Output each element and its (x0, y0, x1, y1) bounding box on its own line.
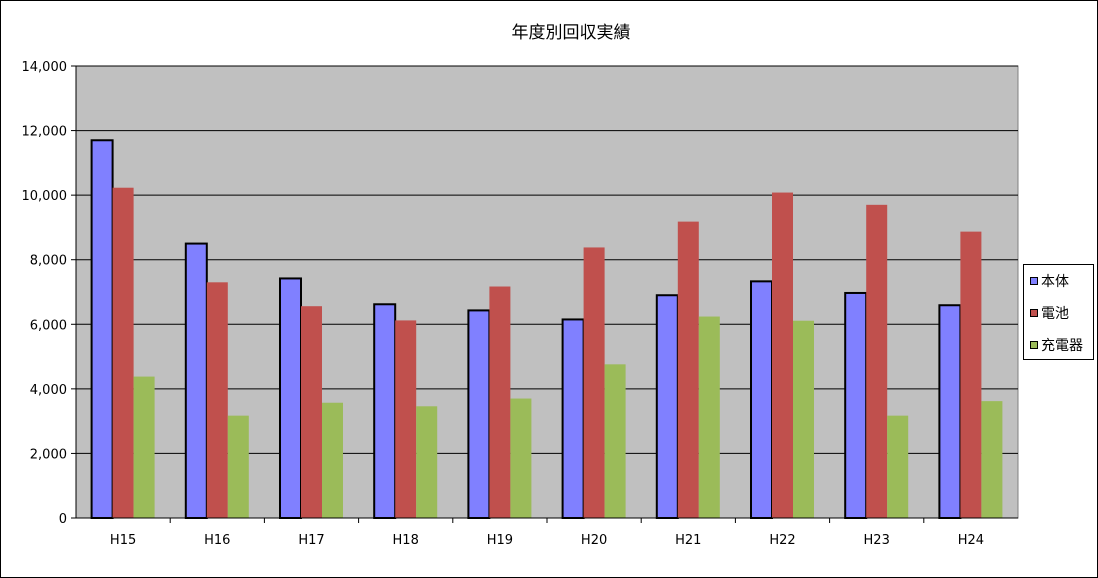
legend-label: 本体 (1041, 274, 1069, 290)
bar-H23-充電器 (887, 415, 909, 518)
x-tick-label: H22 (769, 533, 795, 548)
y-tick-label: 8,000 (30, 254, 67, 269)
legend-item-honntai: 本体 (1030, 271, 1069, 291)
legend-swatch (1030, 277, 1038, 285)
legend-swatch (1030, 309, 1038, 317)
y-tick-label: 2,000 (30, 447, 67, 462)
bar-H24-充電器 (981, 401, 1003, 518)
y-tick-label: 10,000 (22, 189, 68, 204)
bar-H20-電池 (583, 247, 605, 518)
bar-H24-本体 (938, 304, 962, 520)
y-tick-label: 14,000 (22, 60, 68, 75)
x-tick-label: H18 (393, 533, 419, 548)
x-tick-label: H16 (204, 533, 230, 548)
bar-H16-本体 (184, 242, 208, 519)
bar-H24-電池 (960, 231, 982, 518)
bar-H15-本体 (90, 139, 114, 519)
bar-H20-充電器 (604, 364, 626, 518)
y-tick-label: 6,000 (30, 318, 67, 333)
legend-label: 電池 (1041, 306, 1069, 322)
bar-H19-電池 (489, 286, 511, 518)
bar-H22-本体 (750, 280, 773, 519)
bar-H18-本体 (373, 303, 397, 520)
chart-title: 年度別回収実績 (512, 23, 631, 43)
x-axis: H15 H16 H17 H18 H19 H20 H21 H22 H23 H24 (76, 517, 1018, 548)
legend-label: 充電器 (1041, 338, 1083, 354)
x-tick-label: H21 (675, 533, 701, 548)
bar-H17-本体 (279, 277, 302, 519)
x-tick-label: H15 (110, 533, 136, 548)
bar-H22-電池 (772, 192, 793, 518)
bar-H16-充電器 (227, 415, 249, 518)
bar-H17-電池 (301, 306, 322, 518)
bar-H18-電池 (395, 320, 417, 518)
bar-H15-充電器 (133, 376, 155, 518)
x-tick-label: H20 (581, 533, 607, 548)
bar-H21-電池 (677, 221, 699, 519)
legend: 本体 電池 充電器 (1023, 264, 1094, 360)
bar-H19-本体 (467, 309, 491, 519)
x-tick-label: H19 (487, 533, 513, 548)
bar-H19-充電器 (510, 398, 532, 518)
y-tick-label: 4,000 (30, 383, 67, 398)
bar-H16-電池 (206, 282, 228, 518)
x-tick-label: H23 (864, 533, 890, 548)
bar-H23-電池 (866, 204, 888, 519)
bar-H23-本体 (844, 291, 868, 519)
bar-H21-本体 (655, 294, 679, 519)
bar-H18-充電器 (416, 406, 438, 518)
bars (90, 139, 1003, 520)
y-tick-label: 0 (59, 512, 67, 527)
bar-H20-本体 (561, 318, 585, 520)
x-tick-label: H17 (298, 533, 324, 548)
x-tick-label: H24 (958, 533, 984, 548)
legend-swatch (1030, 341, 1038, 349)
bar-H15-電池 (112, 187, 134, 518)
bar-H17-充電器 (322, 402, 343, 518)
y-axis: 0 2,000 4,000 6,000 8,000 10,000 12,000 14,000 (22, 60, 77, 527)
legend-item-juudenki: 充電器 (1030, 335, 1083, 355)
bar-H22-充電器 (793, 320, 814, 518)
bar-H21-充電器 (698, 316, 720, 518)
legend-item-denchi: 電池 (1030, 303, 1069, 323)
y-tick-label: 12,000 (22, 125, 68, 140)
